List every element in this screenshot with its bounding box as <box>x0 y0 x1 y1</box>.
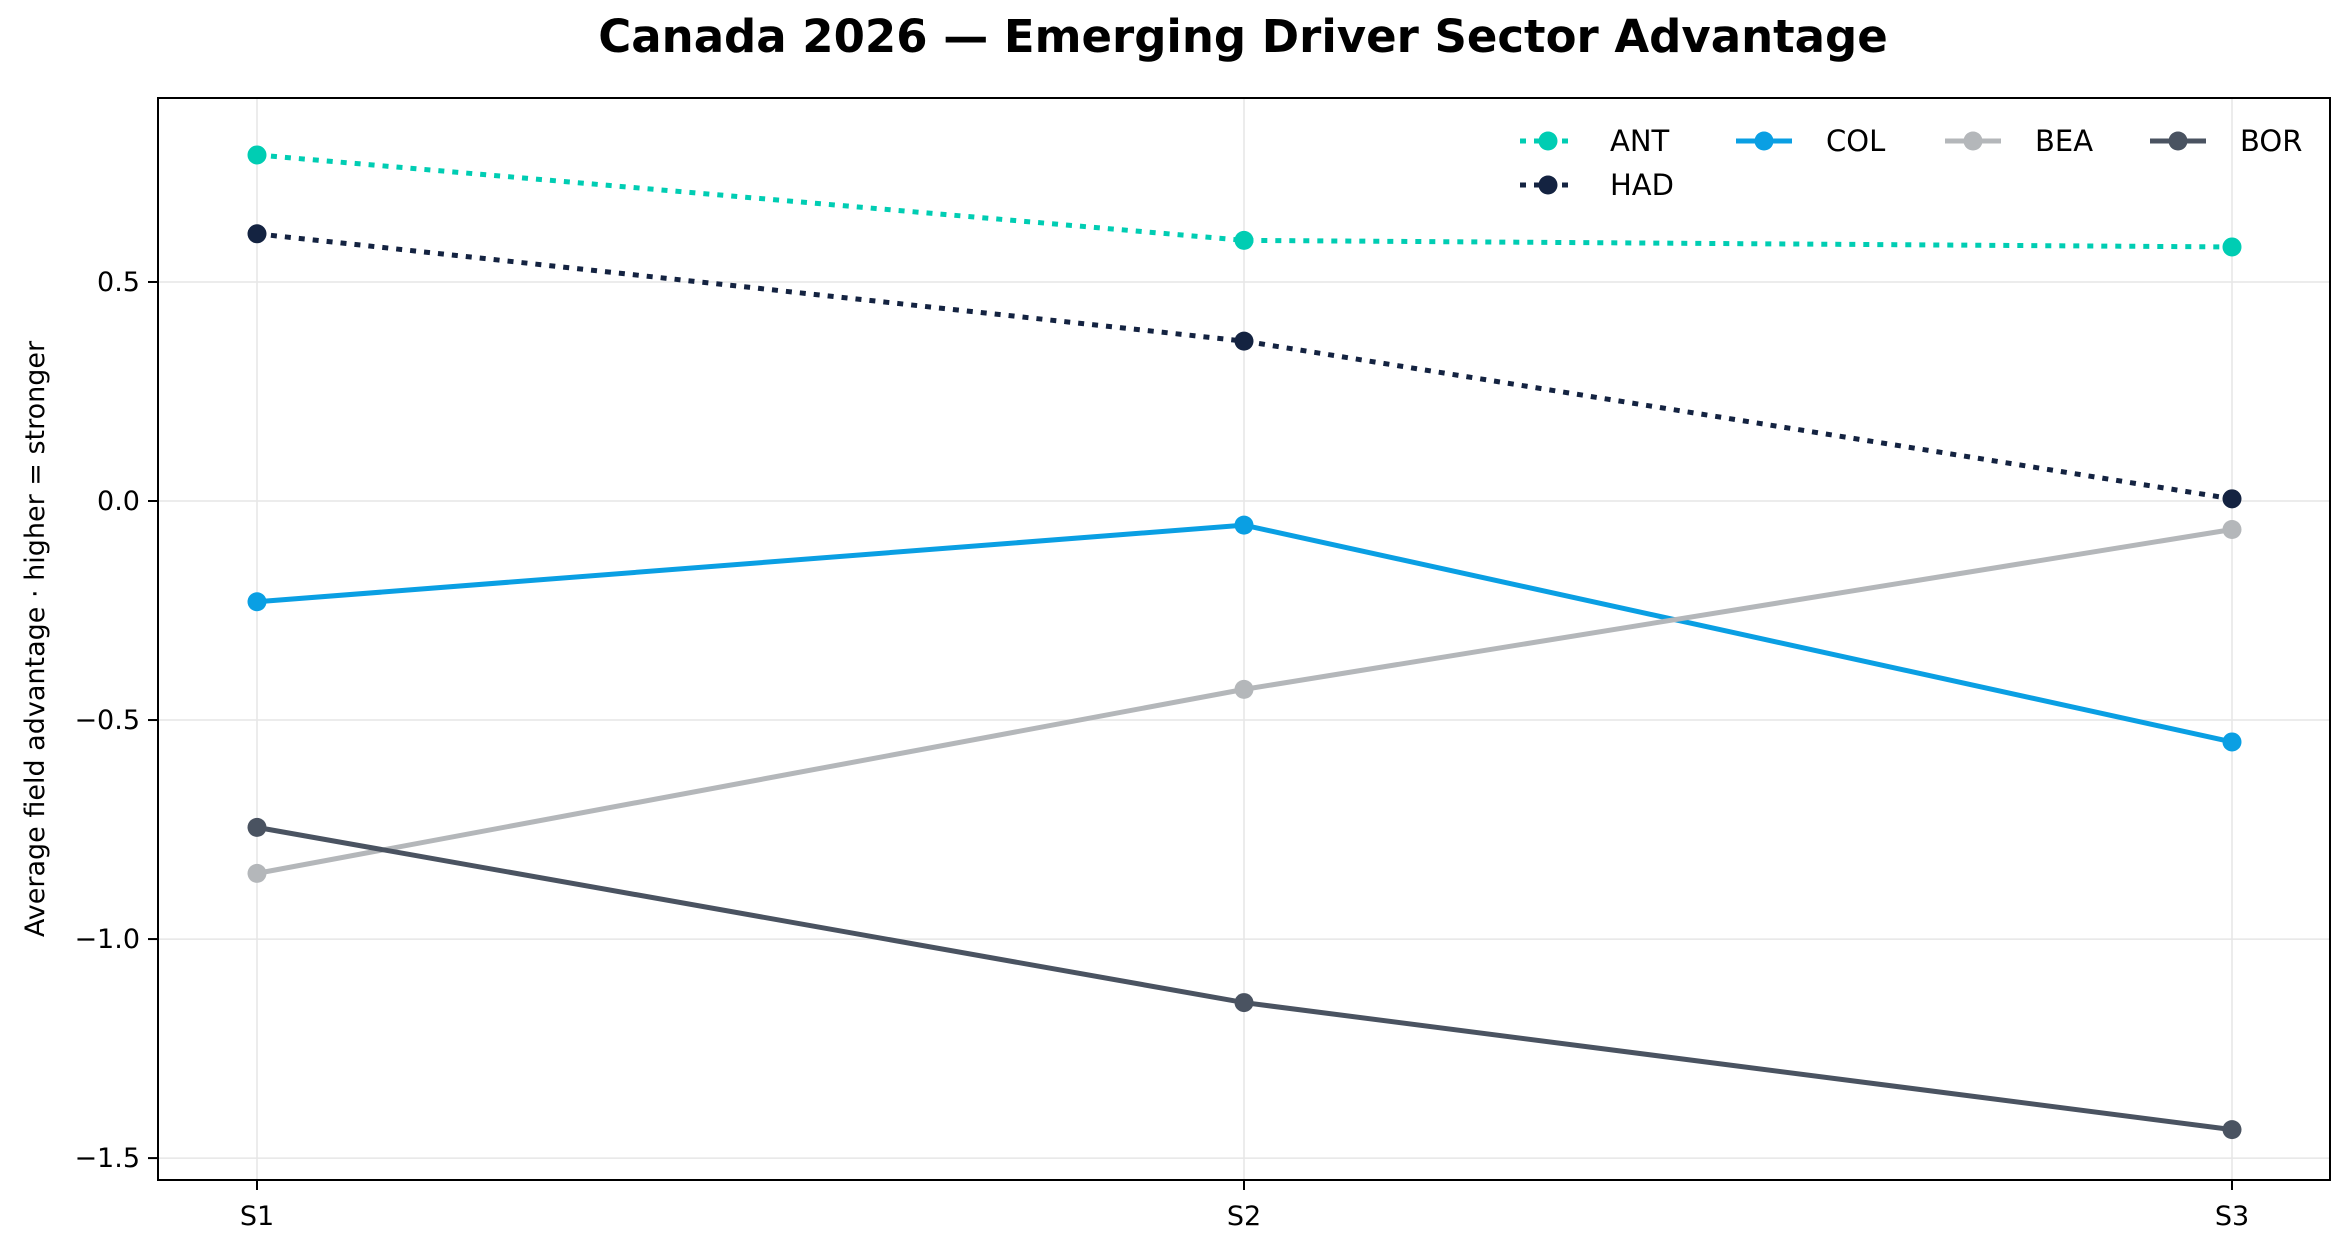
grid <box>158 98 2330 1180</box>
point-ant-s2 <box>1234 230 1254 250</box>
legend-label-ant: ANT <box>1610 124 1670 158</box>
series-ant <box>247 145 2242 257</box>
point-had-s1 <box>247 224 267 244</box>
point-bor-s3 <box>2222 1120 2242 1140</box>
legend: ANT COL BEA BOR HAD <box>1520 124 2302 202</box>
point-col-s3 <box>2222 732 2242 752</box>
point-bor-s1 <box>247 817 267 837</box>
legend-entry-had: HAD <box>1520 168 1674 202</box>
y-tick-label-4: 0.5 <box>97 267 140 298</box>
series-layer <box>247 145 2242 1140</box>
series-had <box>247 224 2242 509</box>
point-col-s1 <box>247 592 267 612</box>
point-had-s2 <box>1234 331 1254 351</box>
legend-marker-had <box>1538 175 1558 195</box>
point-bor-s2 <box>1234 993 1254 1013</box>
legend-marker-col <box>1754 131 1774 151</box>
point-bea-s1 <box>247 863 267 883</box>
x-axis: S1 S2 S3 <box>240 1180 2249 1232</box>
legend-label-col: COL <box>1826 124 1885 158</box>
point-ant-s1 <box>247 145 267 165</box>
point-bea-s3 <box>2222 519 2242 539</box>
series-bor <box>247 817 2242 1140</box>
legend-label-had: HAD <box>1610 168 1674 202</box>
y-axis-label: Average field advantage · higher = stron… <box>20 340 51 937</box>
point-had-s3 <box>2222 489 2242 509</box>
legend-entry-col: COL <box>1736 124 1885 158</box>
y-tick-label-1: −1.0 <box>74 924 140 955</box>
x-tick-label-s3: S3 <box>2215 1201 2249 1232</box>
legend-marker-bor <box>2168 131 2188 151</box>
chart-title: Canada 2026 — Emerging Driver Sector Adv… <box>598 10 1887 63</box>
x-tick-label-s1: S1 <box>240 1201 274 1232</box>
y-tick-label-3: 0.0 <box>97 486 140 517</box>
point-col-s2 <box>1234 515 1254 535</box>
legend-entry-bor: BOR <box>2150 124 2302 158</box>
legend-entry-ant: ANT <box>1520 124 1670 158</box>
legend-entry-bea: BEA <box>1945 124 2093 158</box>
legend-label-bea: BEA <box>2035 124 2093 158</box>
legend-marker-ant <box>1538 131 1558 151</box>
legend-marker-bea <box>1963 131 1983 151</box>
y-tick-label-2: −0.5 <box>74 705 140 736</box>
series-col <box>247 515 2242 752</box>
legend-label-bor: BOR <box>2240 124 2302 158</box>
y-tick-label-0: −1.5 <box>74 1143 140 1174</box>
point-ant-s3 <box>2222 237 2242 257</box>
y-axis: −1.5 −1.0 −0.5 0.0 0.5 <box>74 267 158 1174</box>
series-bea <box>247 519 2242 883</box>
x-tick-label-s2: S2 <box>1227 1201 1261 1232</box>
point-bea-s2 <box>1234 679 1254 699</box>
